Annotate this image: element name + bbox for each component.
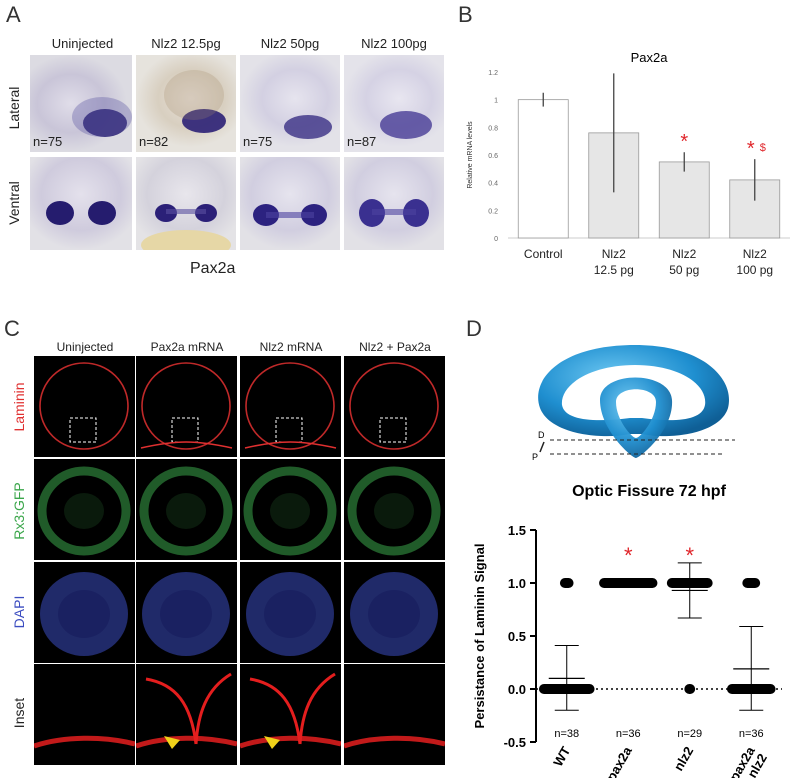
panel-d-chart: Optic Fissure 72 hpf -0.5 0.0 0.5 1.0 1.5 Pers… xyxy=(472,483,782,778)
chart-b-category-label: Control xyxy=(524,247,563,261)
chart-d-ytick: 1.0 xyxy=(508,576,526,591)
panel-a-col-uninjected: Uninjected xyxy=(51,36,114,51)
schematic-label-d: D xyxy=(538,430,545,440)
panel-c-col-pax2a: Pax2a mRNA xyxy=(150,340,224,354)
schematic-label-p: P xyxy=(532,452,538,462)
panel-a-row-lateral: Lateral xyxy=(6,86,22,130)
chart-d-category-label-group: pax2a xyxy=(603,743,635,778)
ventral-image-nlz2-100 xyxy=(344,157,444,250)
chart-b-category-label: Nlz2 xyxy=(602,247,626,261)
chart-d-ytick: 0.5 xyxy=(508,629,526,644)
chart-d-n-label: n=38 xyxy=(554,728,579,740)
panel-c-dapi-image-3 xyxy=(240,562,341,663)
panel-a-col-nlz2-12: Nlz2 12.5pg xyxy=(151,36,221,51)
panel-c-col-uninjected: Uninjected xyxy=(56,340,114,354)
chart-b-category-label: Nlz2 xyxy=(743,247,767,261)
count-nlz2-50: n=75 xyxy=(243,134,273,149)
lateral-image-nlz2-12 xyxy=(136,55,236,152)
chart-b-category-label: Nlz2 xyxy=(672,247,696,261)
chart-d-category-label: pax2a xyxy=(603,743,635,778)
optic-cup-schematic: D P xyxy=(532,345,735,462)
panel-c-dapi-image-1 xyxy=(34,562,135,663)
chart-d-n-label: n=36 xyxy=(616,728,641,740)
panel-c-laminin-image-3 xyxy=(240,356,341,457)
panel-c-row-rx3gfp: Rx3:GFP xyxy=(11,482,27,540)
panel-a-col-nlz2-50: Nlz2 50pg xyxy=(260,36,320,51)
panel-c-inset-image-2 xyxy=(136,664,237,765)
panel-c-label: C xyxy=(4,316,20,341)
panel-c-laminin-image-1 xyxy=(34,356,135,457)
chart-d-category-label: WT xyxy=(550,744,573,769)
panel-a-col-nlz2-100: Nlz2 100pg xyxy=(361,36,427,51)
chart-b-bar xyxy=(658,161,710,239)
chart-b-category-label: 50 pg xyxy=(669,263,699,277)
panel-c-row-inset: Inset xyxy=(11,697,27,729)
chart-d-title: Optic Fissure 72 hpf xyxy=(572,483,726,500)
chart-b-title: Pax2a xyxy=(631,50,669,65)
chart-d-category-label-group: WT xyxy=(550,744,573,769)
chart-b-annotation: * xyxy=(747,138,755,160)
panel-c-rx3gfp-image-4 xyxy=(344,459,445,560)
chart-d-n-label: n=29 xyxy=(677,728,702,740)
chart-b-ytick: 1.2 xyxy=(488,70,498,77)
count-nlz2-12: n=82 xyxy=(139,134,169,149)
panel-c-col-nlz2: Nlz2 mRNA xyxy=(259,340,323,354)
chart-d-category-label-group: pax2a+ nlz2 xyxy=(726,743,770,778)
panel-c-col-combo: Nlz2 + Pax2a xyxy=(359,340,431,354)
chart-b-ytick: 0 xyxy=(494,236,498,243)
count-uninjected: n=75 xyxy=(33,134,63,149)
panel-b-label: B xyxy=(458,2,473,27)
panel-c-row-laminin: Laminin xyxy=(11,382,27,432)
chart-d-ytick: 0.0 xyxy=(508,682,526,697)
chart-b-ylabel: Relative mRNA levels xyxy=(467,121,474,189)
chart-d-points-at-one xyxy=(742,578,761,588)
chart-d-ytick: -0.5 xyxy=(504,735,526,750)
panel-d-label: D xyxy=(466,316,482,341)
panel-c-row-dapi: DAPI xyxy=(11,595,27,629)
chart-b-ytick: 0.4 xyxy=(488,181,498,188)
chart-b-ytick: 1 xyxy=(494,98,498,105)
chart-d-ytick: 1.5 xyxy=(508,523,526,538)
chart-d-points-at-one xyxy=(559,578,574,588)
chart-d-ylabel: Persistance of Laminin Signal xyxy=(472,544,487,729)
count-nlz2-100: n=87 xyxy=(347,134,377,149)
panel-a-caption: Pax2a xyxy=(190,260,236,277)
panel-b-chart: Pax2a 0 0.2 0.4 0.6 0.8 1 1.2 Relative mRNA leve… xyxy=(467,50,790,277)
chart-b-ytick: 0.8 xyxy=(488,125,498,132)
panel-c-rx3gfp-image-2 xyxy=(136,459,237,560)
chart-b-ytick: 0.2 xyxy=(488,208,498,215)
panel-c-dapi-image-2 xyxy=(136,562,237,663)
panel-c-rx3gfp-image-3 xyxy=(240,459,341,560)
panel-a-row-ventral: Ventral xyxy=(6,181,22,225)
chart-b-bar xyxy=(517,99,569,239)
ventral-image-nlz2-12 xyxy=(136,157,236,250)
chart-b-category-label: 12.5 pg xyxy=(594,263,634,277)
chart-d-points-at-zero xyxy=(684,684,696,694)
chart-d-annotation: * xyxy=(624,543,633,568)
panel-c-rx3gfp-image-1 xyxy=(34,459,135,560)
panel-c-dapi-image-4 xyxy=(344,562,445,663)
chart-d-category-label: nlz2 xyxy=(671,744,697,773)
panel-c-laminin-image-4 xyxy=(344,356,445,457)
chart-d-n-label: n=36 xyxy=(739,728,764,740)
chart-b-category-label: 100 pg xyxy=(736,263,773,277)
panel-c-laminin-image-2 xyxy=(136,356,237,457)
ventral-image-nlz2-50 xyxy=(240,157,340,250)
lateral-image-nlz2-100 xyxy=(344,55,444,152)
chart-b-ytick: 0.6 xyxy=(488,153,498,160)
panel-c-inset-image-4 xyxy=(344,664,445,765)
panel-c-inset-image-3 xyxy=(240,664,341,765)
chart-d-category-label-group: nlz2 xyxy=(671,744,697,773)
chart-d-annotation: * xyxy=(685,543,694,568)
panel-c-inset-image-1 xyxy=(34,664,135,765)
lateral-image-nlz2-50 xyxy=(240,55,340,152)
chart-b-annotation-dollar: $ xyxy=(760,142,766,154)
lateral-image-uninjected xyxy=(30,55,132,152)
chart-b-annotation: * xyxy=(680,131,688,153)
ventral-image-uninjected xyxy=(30,157,132,250)
panel-a-label: A xyxy=(6,2,21,27)
